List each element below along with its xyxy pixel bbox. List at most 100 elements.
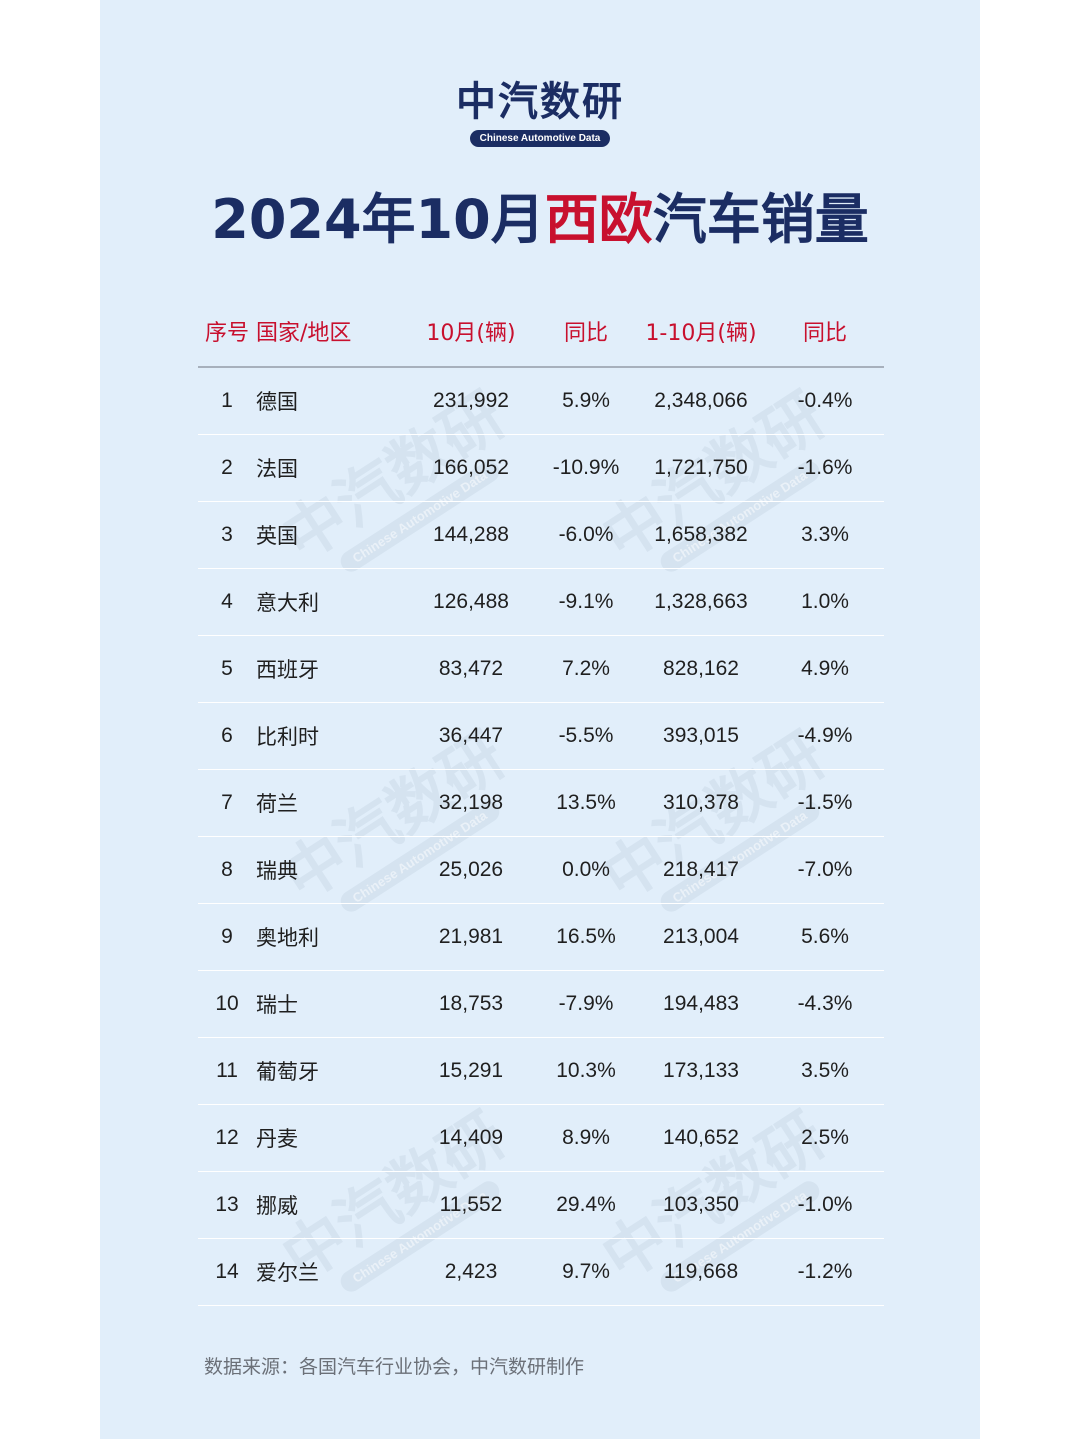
cell-index: 6 [198,702,256,770]
brand-logo: 中汽数研 Chinese Automotive Data [100,78,980,147]
cell-ytd-yoy: 3.3% [766,501,884,569]
cell-oct-yoy: -7.9% [536,970,636,1038]
table-row: 14 爱尔兰 2,423 9.7% 119,668 -1.2% [198,1238,884,1306]
cell-oct-yoy: 7.2% [536,635,636,703]
cell-ytd-sales: 310,378 [636,769,766,837]
header-index: 序号 [198,296,256,368]
cell-index: 5 [198,635,256,703]
cell-ytd-yoy: -1.6% [766,434,884,502]
cell-oct-sales: 15,291 [406,1037,536,1105]
cell-index: 13 [198,1171,256,1239]
cell-country: 英国 [256,501,406,569]
table-row: 9 奥地利 21,981 16.5% 213,004 5.6% [198,903,884,971]
cell-country: 挪威 [256,1171,406,1239]
cell-oct-sales: 14,409 [406,1104,536,1172]
cell-index: 9 [198,903,256,971]
cell-oct-sales: 11,552 [406,1171,536,1239]
cell-index: 14 [198,1238,256,1306]
cell-oct-yoy: 5.9% [536,367,636,435]
cell-ytd-sales: 173,133 [636,1037,766,1105]
cell-ytd-yoy: 1.0% [766,568,884,636]
table-row: 5 西班牙 83,472 7.2% 828,162 4.9% [198,635,884,703]
header-ytd-yoy: 同比 [766,296,884,368]
cell-index: 3 [198,501,256,569]
cell-ytd-sales: 218,417 [636,836,766,904]
cell-index: 7 [198,769,256,837]
table-row: 10 瑞士 18,753 -7.9% 194,483 -4.3% [198,970,884,1038]
cell-index: 2 [198,434,256,502]
cell-country: 比利时 [256,702,406,770]
cell-index: 12 [198,1104,256,1172]
cell-oct-yoy: 29.4% [536,1171,636,1239]
header-ytd-sales: 1-10月(辆) [636,296,766,368]
cell-ytd-sales: 2,348,066 [636,367,766,435]
cell-ytd-yoy: 5.6% [766,903,884,971]
cell-ytd-sales: 1,721,750 [636,434,766,502]
table-body: 1 德国 231,992 5.9% 2,348,066 -0.4% 2 法国 166,052 -1… [198,367,884,1306]
cell-ytd-yoy: -1.0% [766,1171,884,1239]
cell-country: 葡萄牙 [256,1037,406,1105]
cell-index: 10 [198,970,256,1038]
table-row: 12 丹麦 14,409 8.9% 140,652 2.5% [198,1104,884,1172]
cell-country: 荷兰 [256,769,406,837]
cell-oct-yoy: 8.9% [536,1104,636,1172]
cell-oct-sales: 25,026 [406,836,536,904]
cell-oct-yoy: 0.0% [536,836,636,904]
cell-ytd-sales: 213,004 [636,903,766,971]
cell-oct-yoy: 10.3% [536,1037,636,1105]
cell-index: 4 [198,568,256,636]
title-highlight: 西欧 [544,188,653,251]
cell-ytd-yoy: 2.5% [766,1104,884,1172]
cell-index: 8 [198,836,256,904]
table-row: 7 荷兰 32,198 13.5% 310,378 -1.5% [198,769,884,837]
logo-text: 中汽数研 [456,79,624,125]
table-row: 1 德国 231,992 5.9% 2,348,066 -0.4% [198,367,884,435]
cell-ytd-sales: 194,483 [636,970,766,1038]
cell-ytd-sales: 393,015 [636,702,766,770]
cell-ytd-yoy: -7.0% [766,836,884,904]
cell-ytd-yoy: -4.9% [766,702,884,770]
cell-oct-sales: 36,447 [406,702,536,770]
cell-index: 1 [198,367,256,435]
cell-oct-yoy: -5.5% [536,702,636,770]
cell-oct-yoy: -9.1% [536,568,636,636]
table-row: 6 比利时 36,447 -5.5% 393,015 -4.9% [198,702,884,770]
header-oct-yoy: 同比 [536,296,636,368]
table-row: 8 瑞典 25,026 0.0% 218,417 -7.0% [198,836,884,904]
table-header-row: 序号 国家/地区 10月(辆) 同比 1-10月(辆) 同比 [198,296,884,368]
cell-oct-yoy: 16.5% [536,903,636,971]
cell-ytd-sales: 828,162 [636,635,766,703]
table-row: 3 英国 144,288 -6.0% 1,658,382 3.3% [198,501,884,569]
cell-oct-sales: 2,423 [406,1238,536,1306]
cell-country: 法国 [256,434,406,502]
cell-oct-sales: 21,981 [406,903,536,971]
cell-ytd-yoy: -0.4% [766,367,884,435]
title-prefix: 2024年10月 [211,188,545,251]
table-row: 13 挪威 11,552 29.4% 103,350 -1.0% [198,1171,884,1239]
cell-country: 德国 [256,367,406,435]
cell-country: 爱尔兰 [256,1238,406,1306]
poster-panel: 中汽数研 Chinese Automotive Data 2024年10月西欧汽… [100,0,980,1439]
cell-ytd-yoy: -4.3% [766,970,884,1038]
cell-ytd-sales: 1,658,382 [636,501,766,569]
cell-ytd-sales: 1,328,663 [636,568,766,636]
header-country: 国家/地区 [256,296,406,368]
cell-index: 11 [198,1037,256,1105]
cell-oct-sales: 18,753 [406,970,536,1038]
logo-tagline: Chinese Automotive Data [469,130,611,147]
cell-ytd-sales: 140,652 [636,1104,766,1172]
cell-oct-yoy: -10.9% [536,434,636,502]
sales-table: 序号 国家/地区 10月(辆) 同比 1-10月(辆) 同比 1 德国 231,992 5.9%… [198,296,884,1306]
cell-oct-sales: 83,472 [406,635,536,703]
title-suffix: 汽车销量 [652,188,869,251]
cell-ytd-sales: 119,668 [636,1238,766,1306]
page-title: 2024年10月西欧汽车销量 [100,185,980,255]
cell-oct-sales: 126,488 [406,568,536,636]
table-row: 4 意大利 126,488 -9.1% 1,328,663 1.0% [198,568,884,636]
cell-oct-sales: 32,198 [406,769,536,837]
cell-country: 意大利 [256,568,406,636]
data-source-note: 数据来源：各国汽车行业协会，中汽数研制作 [204,1356,585,1378]
table-row: 11 葡萄牙 15,291 10.3% 173,133 3.5% [198,1037,884,1105]
cell-oct-sales: 166,052 [406,434,536,502]
cell-country: 瑞士 [256,970,406,1038]
